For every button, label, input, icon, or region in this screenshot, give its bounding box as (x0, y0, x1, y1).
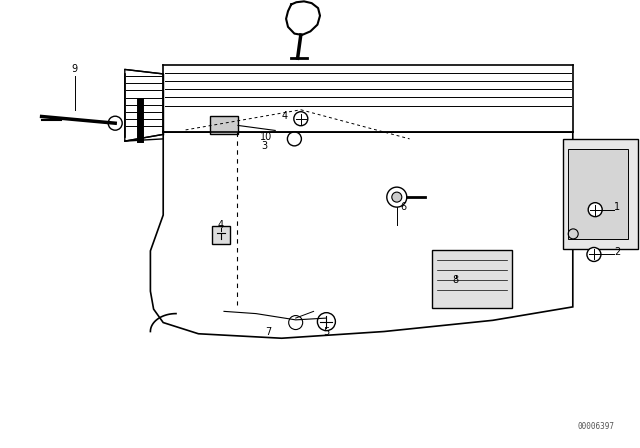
FancyBboxPatch shape (432, 250, 512, 308)
Text: 9: 9 (72, 65, 78, 74)
FancyBboxPatch shape (212, 226, 230, 244)
Circle shape (587, 247, 601, 262)
Text: 4: 4 (282, 111, 288, 121)
Text: 10: 10 (259, 132, 272, 142)
Text: 8: 8 (452, 275, 459, 285)
Circle shape (287, 132, 301, 146)
FancyBboxPatch shape (210, 116, 238, 134)
Text: 4: 4 (218, 220, 224, 230)
Circle shape (108, 116, 122, 130)
Circle shape (317, 313, 335, 331)
FancyBboxPatch shape (568, 149, 628, 239)
Circle shape (294, 112, 308, 126)
Text: 1: 1 (614, 202, 621, 212)
Text: 2: 2 (614, 247, 621, 257)
Text: 3: 3 (261, 141, 268, 151)
Text: 00006397: 00006397 (577, 422, 614, 431)
Circle shape (289, 315, 303, 330)
Circle shape (588, 202, 602, 217)
Text: 7: 7 (266, 327, 272, 337)
FancyBboxPatch shape (563, 139, 638, 249)
Text: 5: 5 (323, 327, 330, 337)
Circle shape (392, 192, 402, 202)
Text: 6: 6 (400, 202, 406, 212)
Circle shape (387, 187, 407, 207)
